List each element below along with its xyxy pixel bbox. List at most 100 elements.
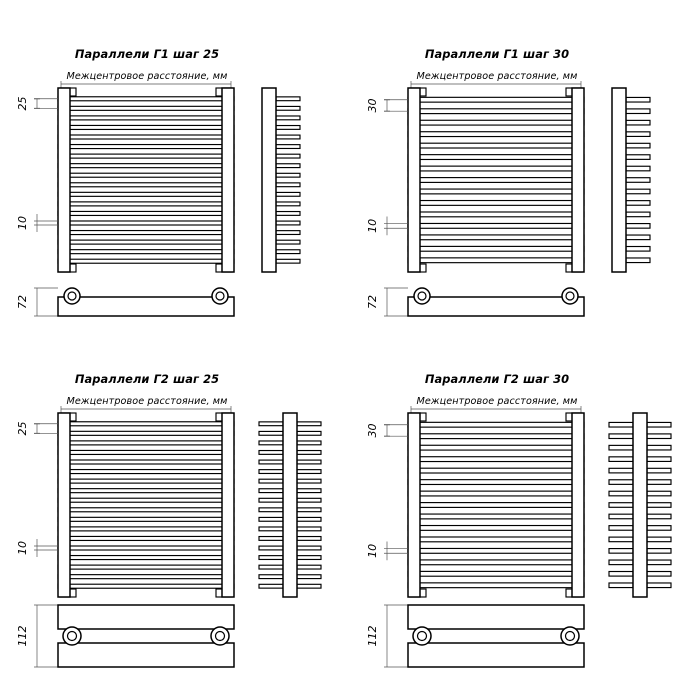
panel-g1-25: Параллели Г1 шаг 25 Межцентровое расстоян…: [16, 47, 301, 317]
side-fin-right: [296, 421, 322, 427]
side-view-spine: [261, 87, 277, 273]
tube: [407, 502, 585, 508]
side-fin-right: [646, 456, 672, 463]
tube: [57, 210, 235, 217]
tube: [57, 497, 235, 503]
side-fin-left: [258, 469, 284, 475]
tube: [57, 134, 235, 140]
pitch-dimension-label-g1-30: 30: [366, 98, 379, 112]
side-fin-right: [646, 467, 672, 474]
bottom-manifold-back: [57, 642, 235, 668]
side-fin-right: [625, 257, 651, 264]
side-fin-left: [608, 421, 634, 428]
tube: [407, 96, 585, 103]
tube: [57, 220, 235, 226]
side-fin-right: [275, 220, 301, 226]
tube: [57, 258, 235, 264]
panel-title-g1-25: Параллели Г1 шаг 25: [75, 47, 219, 61]
bottom-port-inner-1: [565, 291, 575, 301]
tube: [57, 478, 235, 484]
side-rail-left: [57, 412, 71, 598]
side-fin-right: [296, 488, 322, 494]
tube: [57, 239, 235, 245]
tube: [407, 444, 585, 451]
tube: [57, 526, 235, 532]
tube: [407, 490, 585, 497]
panel-g2-30: Параллели Г2 шаг 30 Межцентровое расстоян…: [366, 372, 672, 668]
side-fin-right: [296, 440, 322, 446]
panel-title-g1-30: Параллели Г1 шаг 30: [425, 47, 569, 61]
side-fin-right: [646, 525, 672, 531]
side-fin-right: [646, 502, 672, 508]
tube: [57, 163, 235, 169]
tube: [407, 199, 585, 206]
panel-subtitle-g1-25: Межцентровое расстояние, мм: [67, 71, 228, 82]
tube: [57, 421, 235, 427]
depth-dimension-label-g2-30: 112: [366, 626, 379, 647]
tube: [407, 421, 585, 428]
tube: [57, 440, 235, 446]
side-fin-left: [258, 535, 284, 541]
side-view-g1-25: [261, 87, 301, 273]
side-fin-left: [608, 456, 634, 463]
side-fin-left: [258, 430, 284, 436]
side-fin-left: [608, 433, 634, 440]
bottom-port-inner-0: [67, 291, 77, 301]
side-fin-right: [296, 497, 322, 503]
bottom-manifold-back: [407, 642, 585, 668]
side-fin-right: [625, 200, 651, 206]
side-fin-right: [275, 172, 301, 178]
tube: [407, 131, 585, 138]
side-fin-right: [275, 210, 301, 216]
side-fin-right: [296, 564, 322, 570]
tube: [407, 154, 585, 161]
side-fin-right: [625, 211, 651, 218]
bottom-manifold: [57, 296, 235, 317]
side-fin-left: [258, 497, 284, 503]
side-fin-right: [296, 449, 322, 455]
pitch-dimension-label-g2-25: 25: [16, 422, 29, 436]
side-view-g2-25: [258, 412, 322, 598]
side-fin-left: [608, 513, 634, 520]
tube: [407, 165, 585, 172]
tube: [57, 143, 235, 150]
tube: [57, 449, 235, 456]
tube: [57, 545, 235, 551]
tube: [407, 467, 585, 474]
side-fin-right: [625, 222, 651, 229]
side-fin-left: [258, 516, 284, 522]
tube: [407, 222, 585, 229]
tube: [57, 468, 235, 475]
side-fin-left: [608, 536, 634, 543]
tube: [57, 554, 235, 561]
side-fin-left: [258, 449, 284, 455]
tube: [407, 142, 585, 149]
side-view-spine: [611, 87, 627, 273]
tube: [407, 582, 585, 589]
tube: [57, 229, 235, 236]
tube: [57, 564, 235, 570]
tube: [407, 234, 585, 241]
tube: [407, 570, 585, 577]
tube: [407, 108, 585, 115]
side-fin-left: [608, 525, 634, 531]
side-fin-right: [296, 535, 322, 541]
panel-title-g2-25: Параллели Г2 шаг 25: [75, 372, 219, 386]
side-fin-right: [275, 201, 301, 207]
tube: [57, 583, 235, 589]
tube-group-g2-30: [407, 421, 585, 589]
side-view-spine: [282, 412, 298, 598]
panel-g2-25: Параллели Г2 шаг 25 Межцентровое расстоян…: [16, 372, 322, 668]
side-fin-right: [275, 124, 301, 130]
side-fin-right: [646, 444, 672, 451]
depth-dimension-label-g1-25: 72: [16, 295, 29, 309]
tube-group-g1-30: [407, 96, 585, 264]
side-fin-right: [275, 134, 301, 140]
side-fin-right: [625, 108, 651, 115]
bottom-port-inner-0: [416, 630, 428, 642]
tube: [57, 115, 235, 121]
side-fin-right: [646, 479, 672, 485]
bottom-port-inner-0: [66, 630, 78, 642]
tube: [57, 124, 235, 131]
